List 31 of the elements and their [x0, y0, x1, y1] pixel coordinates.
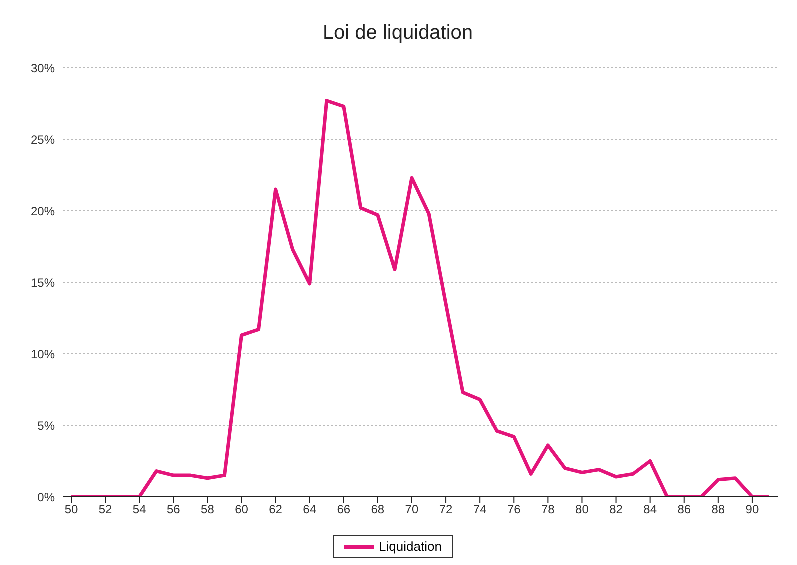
x-tick-label: 70 [405, 502, 419, 517]
x-tick-label: 56 [166, 502, 181, 517]
chart-title: Loi de liquidation [322, 21, 474, 46]
x-tick-label: 88 [712, 502, 726, 517]
x-tick-label: 80 [576, 502, 590, 517]
x-tick-label: 60 [235, 502, 249, 517]
x-tick-label: 72 [439, 502, 454, 517]
x-tick-label: 58 [201, 502, 215, 517]
x-tick-label: 52 [98, 502, 113, 517]
x-tick-label: 68 [371, 502, 385, 517]
x-tick-label: 54 [132, 502, 147, 517]
x-tick-label: 76 [507, 502, 522, 517]
x-tick-label: 74 [473, 502, 488, 517]
x-tick-label: 62 [269, 502, 283, 517]
y-tick-label: 20% [30, 204, 56, 218]
x-tick-label: 90 [746, 502, 760, 517]
y-tick-label: 5% [38, 418, 56, 433]
x-tick-label: 86 [678, 502, 692, 517]
y-tick-label: 25% [30, 132, 56, 147]
y-tick-label: 10% [30, 347, 56, 362]
legend-label: Liquidation [378, 539, 442, 554]
x-tick-label: 50 [64, 502, 79, 517]
y-tick-label: 0% [38, 490, 56, 504]
line-series [70, 99, 772, 497]
x-tick-label: 82 [610, 502, 624, 517]
y-tick-label: 15% [30, 276, 56, 290]
x-tick-label: 66 [337, 502, 351, 517]
x-tick-label: 64 [303, 502, 317, 517]
x-tick-label: 78 [542, 502, 556, 517]
y-tick-label: 30% [30, 61, 56, 76]
x-tick-label: 84 [644, 502, 658, 517]
